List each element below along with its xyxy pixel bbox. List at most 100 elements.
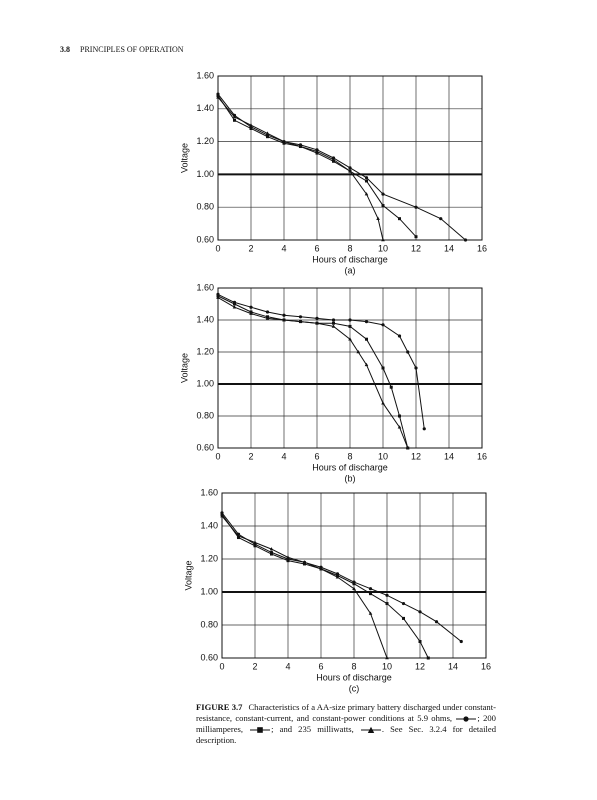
x-tick-label: 6	[318, 661, 323, 671]
y-tick-label: 0.60	[196, 234, 214, 244]
marker	[385, 602, 389, 606]
x-tick-label: 0	[215, 243, 220, 253]
marker	[369, 592, 372, 596]
series-line	[221, 514, 429, 659]
marker	[459, 639, 463, 644]
y-tick-label: 1.60	[196, 282, 214, 292]
x-tick-label: 6	[314, 243, 319, 253]
x-tick-label: 2	[252, 661, 257, 671]
marker	[439, 217, 443, 221]
marker	[282, 313, 286, 317]
y-axis-label: Voltage	[179, 353, 189, 383]
marker	[418, 640, 422, 643]
marker	[352, 582, 356, 586]
y-tick-label: 1.60	[196, 70, 214, 80]
y-axis-label: Voltage	[179, 143, 189, 173]
marker	[253, 540, 257, 544]
series-line	[217, 295, 409, 449]
section-number: 3.8	[60, 45, 70, 54]
caption: FIGURE 3.7 Characteristics of a AA-size p…	[196, 702, 496, 746]
marker	[282, 141, 286, 145]
y-tick-label: 1.00	[196, 378, 214, 388]
marker	[249, 311, 253, 315]
marker	[249, 305, 253, 309]
subtitle: (c)	[349, 683, 360, 693]
marker	[249, 126, 253, 130]
marker	[303, 562, 306, 566]
marker	[265, 131, 270, 135]
marker	[270, 552, 273, 556]
marker	[286, 555, 290, 559]
marker	[418, 610, 422, 614]
marker	[365, 179, 368, 183]
marker	[265, 316, 270, 320]
marker	[414, 366, 418, 370]
marker	[398, 414, 401, 418]
x-tick-label: 12	[415, 661, 425, 671]
x-tick-label: 4	[285, 661, 290, 671]
plot-frame	[221, 492, 487, 659]
marker	[348, 337, 352, 341]
x-tick-label: 8	[347, 243, 352, 253]
marker	[414, 205, 418, 209]
marker	[331, 324, 336, 328]
marker	[269, 547, 274, 551]
x-tick-label: 4	[281, 451, 286, 461]
marker	[397, 425, 402, 429]
x-tick-label: 10	[382, 661, 392, 671]
x-tick-label: 0	[215, 451, 220, 461]
marker	[364, 176, 369, 180]
running-title: PRINCIPLES OF OPERATION	[80, 45, 184, 54]
y-tick-label: 0.80	[196, 202, 214, 212]
marker	[405, 446, 410, 450]
x-axis-label: Hours of discharge	[312, 462, 388, 472]
y-tick-label: 0.80	[200, 619, 218, 629]
marker	[266, 135, 269, 139]
y-tick-label: 1.40	[200, 520, 218, 530]
x-tick-label: 10	[378, 451, 388, 461]
marker	[298, 315, 303, 319]
x-tick-label: 14	[444, 451, 454, 461]
marker	[232, 305, 237, 309]
x-tick-label: 2	[248, 451, 253, 461]
marker	[348, 318, 352, 322]
marker	[406, 350, 410, 354]
marker	[233, 302, 236, 306]
marker	[381, 238, 385, 242]
marker	[368, 611, 373, 615]
marker	[335, 575, 340, 579]
marker	[368, 587, 373, 591]
marker	[253, 544, 257, 548]
x-tick-label: 6	[314, 451, 319, 461]
series-line	[217, 297, 409, 449]
marker	[364, 192, 369, 196]
marker	[434, 620, 439, 624]
y-tick-label: 1.20	[200, 553, 218, 563]
marker	[216, 95, 220, 99]
y-tick-label: 0.60	[196, 442, 214, 452]
legend-symbol	[456, 716, 477, 722]
y-tick-label: 1.20	[196, 346, 214, 356]
caption-text: ; and 235 milliwatts,	[271, 724, 354, 734]
x-tick-label: 12	[411, 451, 421, 461]
plot-frame	[217, 287, 483, 449]
marker	[265, 310, 270, 314]
marker	[315, 151, 319, 155]
marker	[331, 157, 336, 161]
marker	[302, 560, 307, 564]
x-tick-label: 2	[248, 243, 253, 253]
x-tick-label: 16	[477, 451, 487, 461]
figure-label: FIGURE 3.7	[196, 702, 243, 712]
marker	[282, 139, 286, 143]
marker	[398, 217, 401, 221]
marker	[376, 216, 380, 220]
marker	[315, 149, 319, 153]
marker	[348, 166, 352, 170]
marker	[381, 192, 385, 196]
marker	[298, 144, 303, 148]
x-tick-label: 14	[444, 243, 454, 253]
series-line	[221, 515, 388, 659]
plot-frame	[217, 75, 483, 241]
